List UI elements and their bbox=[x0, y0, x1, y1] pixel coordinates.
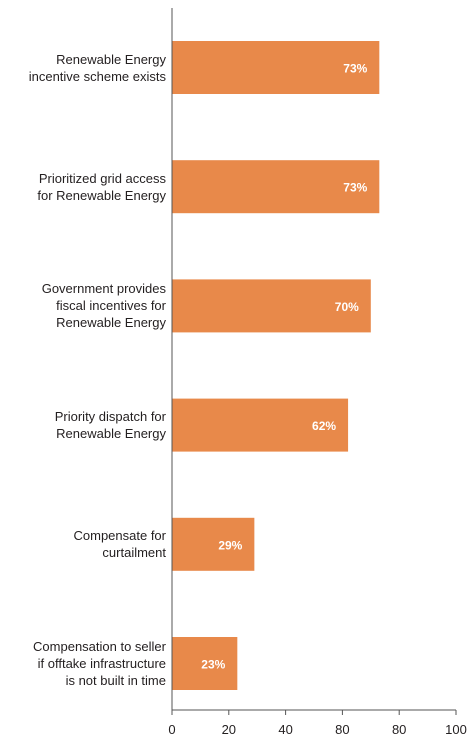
bar-value-label: 73% bbox=[343, 62, 367, 76]
x-tick-label: 100 bbox=[445, 722, 467, 737]
x-tick-label: 20 bbox=[222, 722, 236, 737]
category-label-line: Compensation to seller bbox=[33, 639, 166, 654]
category-label-line: fiscal incentives for bbox=[56, 298, 166, 314]
bar-value-label: 29% bbox=[218, 538, 242, 552]
bar-value-label: 62% bbox=[312, 419, 336, 433]
x-tick-label: 0 bbox=[168, 722, 175, 737]
category-label: Government provides fiscal incentives for… bbox=[0, 280, 166, 331]
category-label: Priority dispatch for Renewable Energy bbox=[0, 408, 166, 442]
bar bbox=[172, 517, 255, 571]
category-label-line: Government provides bbox=[41, 281, 166, 297]
bar-value-label: 70% bbox=[335, 300, 359, 314]
x-tick-label: 80 bbox=[335, 722, 349, 737]
bar bbox=[172, 398, 349, 452]
category-label-line: Renewable Energy bbox=[56, 51, 166, 67]
bar bbox=[172, 637, 238, 690]
category-label-line: Prioritized grid access bbox=[38, 170, 166, 186]
category-label-line: is not built in time bbox=[65, 673, 166, 688]
category-label: Compensation to seller if offtake infrast… bbox=[0, 638, 166, 689]
bar-value-label: 23% bbox=[201, 658, 225, 672]
bar-value-label: 73% bbox=[343, 181, 367, 195]
category-label-line: Renewable Energy bbox=[56, 426, 166, 442]
category-label: Renewable Energy incentive scheme exists bbox=[0, 51, 166, 85]
category-label-line: if offtake infrastructure bbox=[37, 656, 166, 671]
bar bbox=[172, 279, 371, 333]
category-label-line: incentive scheme exists bbox=[28, 68, 166, 84]
x-tick-label: 80 bbox=[392, 722, 406, 737]
x-tick-label: 40 bbox=[278, 722, 292, 737]
category-label-line: Priority dispatch for bbox=[54, 409, 166, 425]
category-label-line: Compensate for bbox=[73, 528, 167, 544]
category-label-line: Renewable Energy bbox=[56, 315, 166, 331]
category-label: Compensate for curtailment bbox=[0, 527, 167, 561]
bar bbox=[172, 160, 380, 214]
bar bbox=[172, 41, 380, 94]
category-label-line: for Renewable Energy bbox=[37, 187, 166, 203]
category-label-line: curtailment bbox=[102, 545, 166, 561]
category-label: Prioritized grid access for Renewable Ene… bbox=[0, 170, 166, 204]
